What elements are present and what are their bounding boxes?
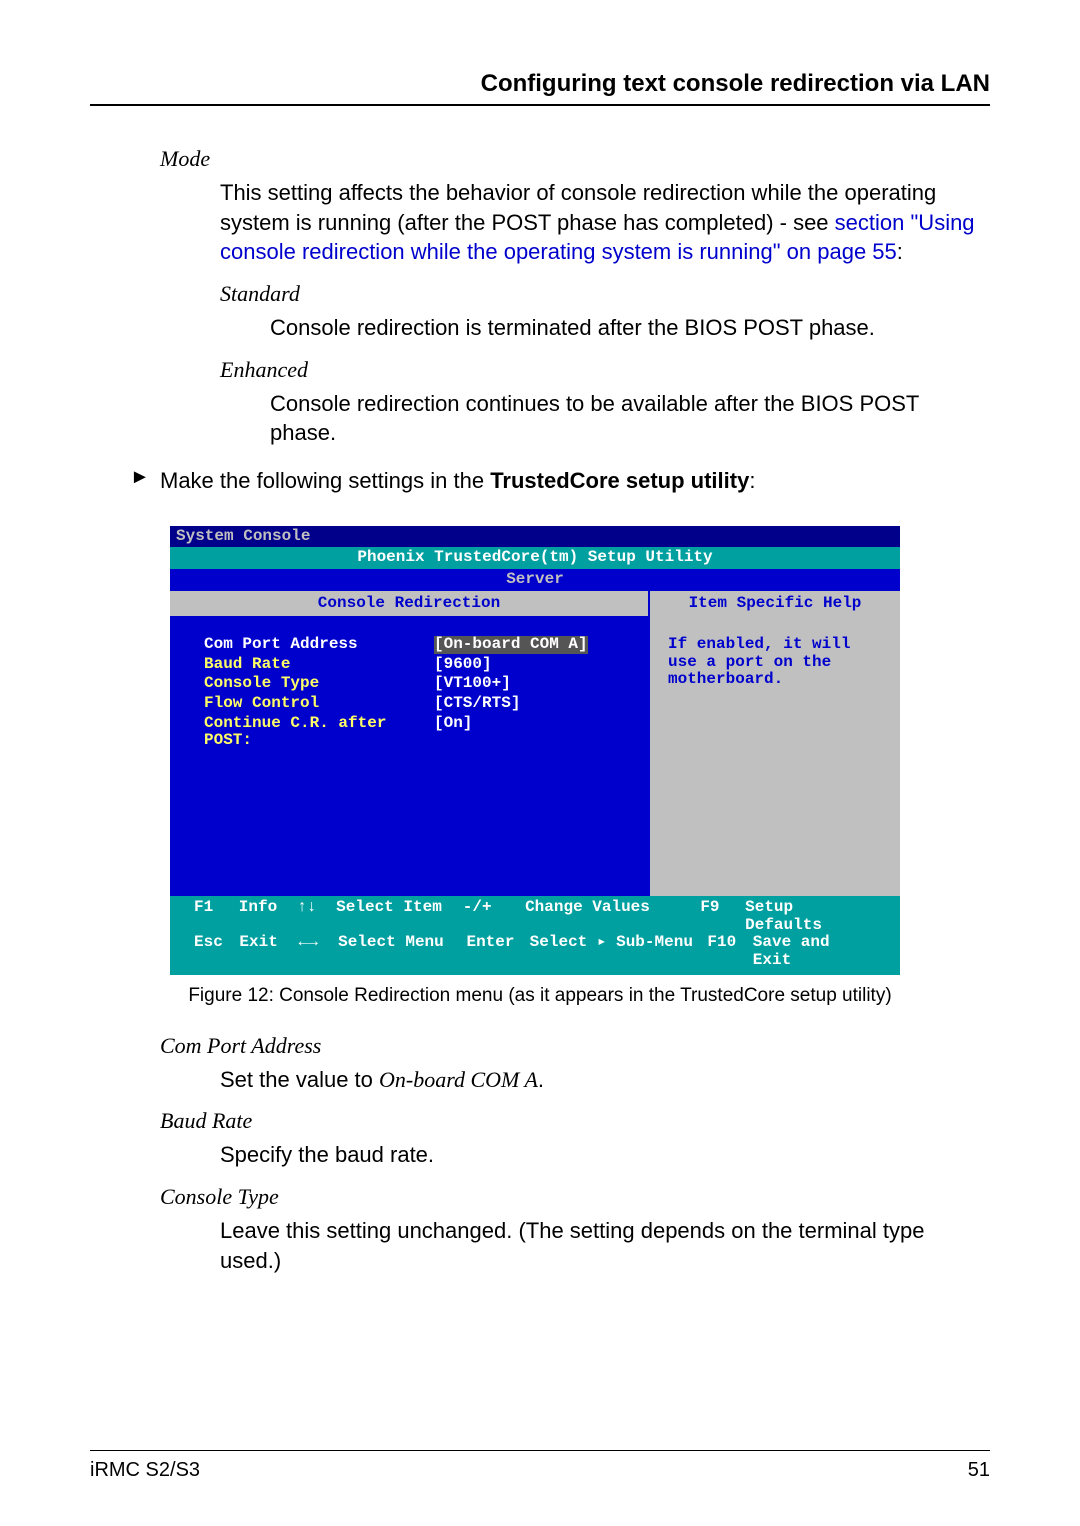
- com-post: .: [538, 1067, 544, 1092]
- help-line: If enabled, it will: [668, 636, 888, 654]
- bios-tab: Server: [506, 570, 564, 588]
- bios-row-val: [9600]: [434, 656, 492, 674]
- fl: Select Item: [336, 899, 463, 934]
- fl: Select ▸ Sub-Menu: [530, 934, 708, 969]
- bullet-item: ► Make the following settings in the Tru…: [130, 466, 990, 496]
- com-pre: Set the value to: [220, 1067, 379, 1092]
- page-header: Configuring text console redirection via…: [90, 70, 990, 106]
- bios-help-panel: If enabled, it will use a port on the mo…: [650, 616, 900, 896]
- fl: Info: [239, 899, 297, 934]
- fl: Select Menu: [338, 934, 466, 969]
- ctype-label: Console Type: [160, 1184, 990, 1210]
- bullet-text: Make the following settings in the Trust…: [160, 466, 755, 496]
- help-line: use a port on the: [668, 654, 888, 672]
- bios-footer: F1 Info ↑↓ Select Item -/+ Change Values…: [170, 896, 900, 974]
- bios-utility-title: Phoenix TrustedCore(tm) Setup Utility: [170, 547, 900, 569]
- bios-row-val: [CTS/RTS]: [434, 695, 520, 713]
- bios-row: Baud Rate[9600]: [204, 656, 636, 674]
- fk: ↑↓: [297, 899, 336, 934]
- bios-row-val: [On]: [434, 715, 472, 750]
- mode-label: Mode: [160, 146, 990, 172]
- figure-caption: Figure 12: Console Redirection menu (as …: [90, 985, 990, 1007]
- ctype-desc: Leave this setting unchanged. (The setti…: [220, 1216, 990, 1275]
- bios-footer-row: F1 Info ↑↓ Select Item -/+ Change Values…: [194, 899, 876, 934]
- bios-main: Com Port Address[On-board COM A] Baud Ra…: [170, 616, 900, 896]
- fk: -/+: [463, 899, 525, 934]
- bios-row-val: [On-board COM A]: [434, 636, 588, 654]
- com-ital: On-board COM A: [379, 1067, 538, 1092]
- bios-row-label: Console Type: [204, 675, 434, 693]
- bios-row-label: Flow Control: [204, 695, 434, 713]
- bios-screenshot: System Console Phoenix TrustedCore(tm) S…: [170, 526, 900, 975]
- fk: F10: [707, 934, 752, 969]
- bios-sub-right: Item Specific Help: [650, 591, 900, 617]
- fk: ←→: [299, 934, 338, 969]
- fk: Enter: [466, 934, 529, 969]
- baud-desc: Specify the baud rate.: [220, 1140, 990, 1170]
- mode-desc-pre: This setting affects the behavior of con…: [220, 180, 936, 235]
- fl: Save and Exit: [753, 934, 876, 969]
- bios-row-label: Com Port Address: [204, 636, 434, 654]
- com-desc: Set the value to On-board COM A.: [220, 1065, 990, 1095]
- header-title: Configuring text console redirection via…: [90, 70, 990, 98]
- bios-tabbar: Server: [170, 569, 900, 591]
- bios-row: Com Port Address[On-board COM A]: [204, 636, 636, 654]
- bios-row: Flow Control[CTS/RTS]: [204, 695, 636, 713]
- help-line: motherboard.: [668, 671, 888, 689]
- fl: Setup Defaults: [745, 899, 876, 934]
- bios-row-val: [VT100+]: [434, 675, 511, 693]
- bios-row-label: Baud Rate: [204, 656, 434, 674]
- fk: F1: [194, 899, 239, 934]
- page-footer: iRMC S2/S3 51: [90, 1450, 990, 1482]
- bios-subheader: Console Redirection Item Specific Help: [170, 591, 900, 617]
- baud-label: Baud Rate: [160, 1108, 990, 1134]
- enhanced-desc: Console redirection continues to be avai…: [270, 389, 990, 448]
- standard-label: Standard: [220, 281, 990, 307]
- bullet-post: :: [749, 468, 755, 493]
- fk: F9: [700, 899, 745, 934]
- com-label: Com Port Address: [160, 1033, 990, 1059]
- bullet-bold: TrustedCore setup utility: [490, 468, 749, 493]
- mode-desc: This setting affects the behavior of con…: [220, 178, 990, 267]
- bullet-icon: ►: [130, 466, 160, 496]
- fl: Exit: [239, 934, 298, 969]
- bios-sub-left: Console Redirection: [170, 591, 650, 617]
- bios-footer-row: Esc Exit ←→ Select Menu Enter Select ▸ S…: [194, 934, 876, 969]
- mode-desc-post: :: [897, 239, 903, 264]
- standard-desc: Console redirection is terminated after …: [270, 313, 990, 343]
- footer-left: iRMC S2/S3: [90, 1459, 200, 1482]
- fk: Esc: [194, 934, 239, 969]
- bios-window-title: System Console: [170, 526, 900, 548]
- bullet-pre: Make the following settings in the: [160, 468, 490, 493]
- bios-row-label: Continue C.R. after POST:: [204, 715, 434, 750]
- enhanced-label: Enhanced: [220, 357, 990, 383]
- fl: Change Values: [525, 899, 700, 934]
- bios-left-panel: Com Port Address[On-board COM A] Baud Ra…: [170, 616, 650, 896]
- bios-row: Console Type[VT100+]: [204, 675, 636, 693]
- footer-page: 51: [968, 1459, 990, 1482]
- bios-row: Continue C.R. after POST:[On]: [204, 715, 636, 750]
